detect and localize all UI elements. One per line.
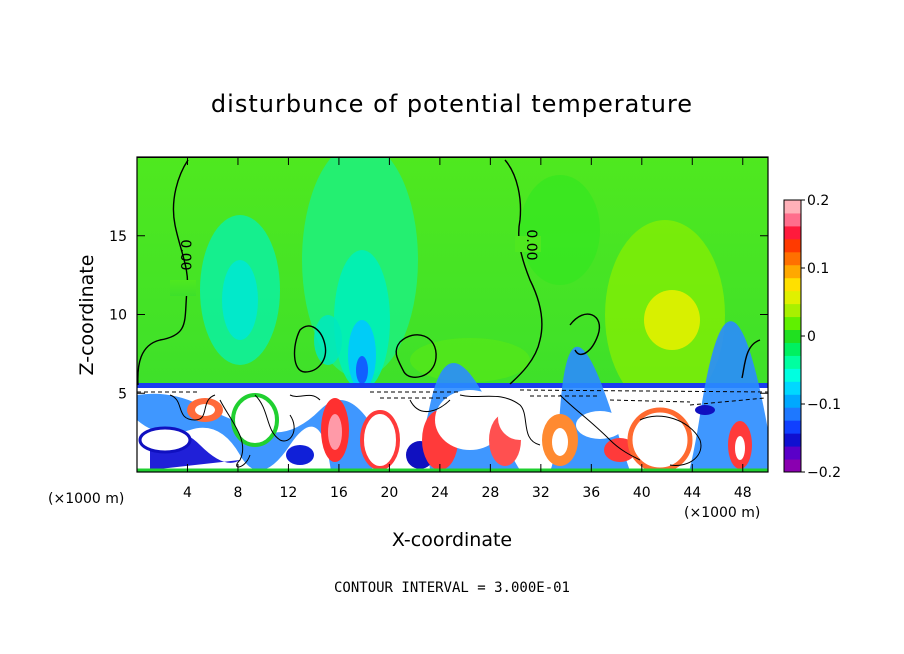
colorbar-swatch [784,459,801,473]
x-unit-left: (×1000 m) [48,491,124,507]
plot-area [137,157,768,472]
x-tick-label: 16 [330,485,348,501]
colorbar-swatch [784,277,801,292]
colorbar-swatch [784,446,801,460]
colorbar-tick-label: 0 [807,329,816,345]
y-tick-label: 10 [109,308,127,324]
x-tick-label: 40 [633,485,651,501]
x-tick-label: 8 [233,485,242,501]
colorbar-swatch [784,264,801,279]
contour-interval-text: CONTOUR INTERVAL = 3.000E-01 [334,580,570,596]
y-tick-label: 15 [109,229,127,245]
x-tick-label: 36 [582,485,600,501]
x-tick-label: 28 [481,485,499,501]
colorbar-swatch [784,200,801,214]
x-axis-label: X-coordinate [392,529,512,551]
y-axis: 5 10 15 [109,229,768,402]
x-unit-right: (×1000 m) [684,505,760,521]
colorbar-swatch [784,368,801,382]
y-axis-label: Z-coordinate [76,255,98,376]
colorbar-swatch [784,381,801,395]
x-axis: 4 8 12 16 20 24 28 32 36 40 44 48 [183,157,752,501]
colorbar-swatch [784,407,801,421]
chart-title: disturbunce of potential temperature [211,90,693,118]
colorbar-swatch [784,303,801,318]
colorbar-swatch [784,329,801,343]
x-tick-label: 32 [532,485,550,501]
x-tick-label: 24 [431,485,449,501]
colorbar-swatch [784,433,801,447]
x-tick-label: 44 [683,485,701,501]
colorbar-swatch [784,420,801,434]
colorbar-swatch [784,342,801,356]
colorbar-tick-label: −0.1 [807,397,841,413]
colorbar-tick-label: 0.1 [807,261,829,277]
colorbar-tick-label: 0.2 [807,193,829,209]
colorbar-swatch [784,290,801,305]
colorbar-swatch [784,225,801,240]
colorbar-swatch [784,212,801,227]
x-tick-label: 48 [734,485,752,501]
colorbar-swatch [784,355,801,369]
colorbar-swatch [784,238,801,253]
contour-label-left: 0.00 [177,239,193,270]
colorbar-swatch [784,316,801,331]
x-tick-label: 12 [280,485,298,501]
colorbar-swatch [784,251,801,266]
y-tick-label: 5 [118,386,127,402]
lower-turbulence [137,321,768,472]
x-tick-label: 4 [183,485,192,501]
contour-label-right: 0.00 [523,229,539,260]
colorbar-tick-label: −0.2 [807,465,841,481]
x-tick-label: 20 [380,485,398,501]
colorbar-swatch [784,394,801,408]
colorbar: 0.2 0.1 0 −0.1 −0.2 [783,193,841,481]
